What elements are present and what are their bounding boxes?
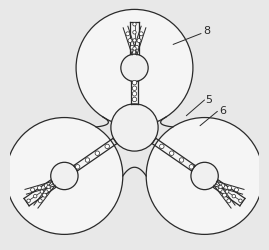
Circle shape <box>51 162 78 190</box>
Circle shape <box>133 30 136 34</box>
Circle shape <box>232 194 236 198</box>
Circle shape <box>95 151 100 156</box>
Circle shape <box>235 188 238 192</box>
Circle shape <box>44 184 48 188</box>
Circle shape <box>135 45 139 49</box>
Circle shape <box>189 164 194 169</box>
Circle shape <box>75 164 80 169</box>
Circle shape <box>228 186 232 190</box>
Circle shape <box>132 97 137 102</box>
Circle shape <box>85 158 90 162</box>
Circle shape <box>37 186 41 190</box>
Circle shape <box>227 199 231 203</box>
Circle shape <box>33 194 37 198</box>
Circle shape <box>169 151 174 156</box>
Circle shape <box>221 184 225 188</box>
Circle shape <box>121 54 148 82</box>
Circle shape <box>133 47 136 50</box>
Circle shape <box>222 193 226 197</box>
Circle shape <box>179 158 184 162</box>
Circle shape <box>27 199 30 202</box>
Circle shape <box>126 32 130 36</box>
Circle shape <box>132 80 137 85</box>
Circle shape <box>137 38 141 42</box>
Circle shape <box>219 185 222 189</box>
Text: 5: 5 <box>206 95 213 105</box>
Text: 8: 8 <box>203 26 210 36</box>
Circle shape <box>225 190 229 193</box>
Circle shape <box>47 188 51 192</box>
Circle shape <box>132 92 137 96</box>
Circle shape <box>191 162 218 190</box>
Circle shape <box>38 199 42 203</box>
Circle shape <box>6 118 123 234</box>
Text: 6: 6 <box>219 106 226 116</box>
Circle shape <box>31 188 34 192</box>
Circle shape <box>105 144 109 148</box>
Circle shape <box>111 104 158 151</box>
Circle shape <box>146 118 263 234</box>
Circle shape <box>133 22 136 26</box>
Circle shape <box>132 86 137 90</box>
Circle shape <box>239 199 242 202</box>
Circle shape <box>47 185 50 189</box>
Circle shape <box>133 39 136 42</box>
Circle shape <box>139 32 143 36</box>
Circle shape <box>218 188 222 192</box>
Circle shape <box>160 144 164 148</box>
Circle shape <box>130 45 134 49</box>
Circle shape <box>76 10 193 126</box>
Circle shape <box>43 193 47 197</box>
Circle shape <box>128 38 132 42</box>
Circle shape <box>40 190 44 193</box>
